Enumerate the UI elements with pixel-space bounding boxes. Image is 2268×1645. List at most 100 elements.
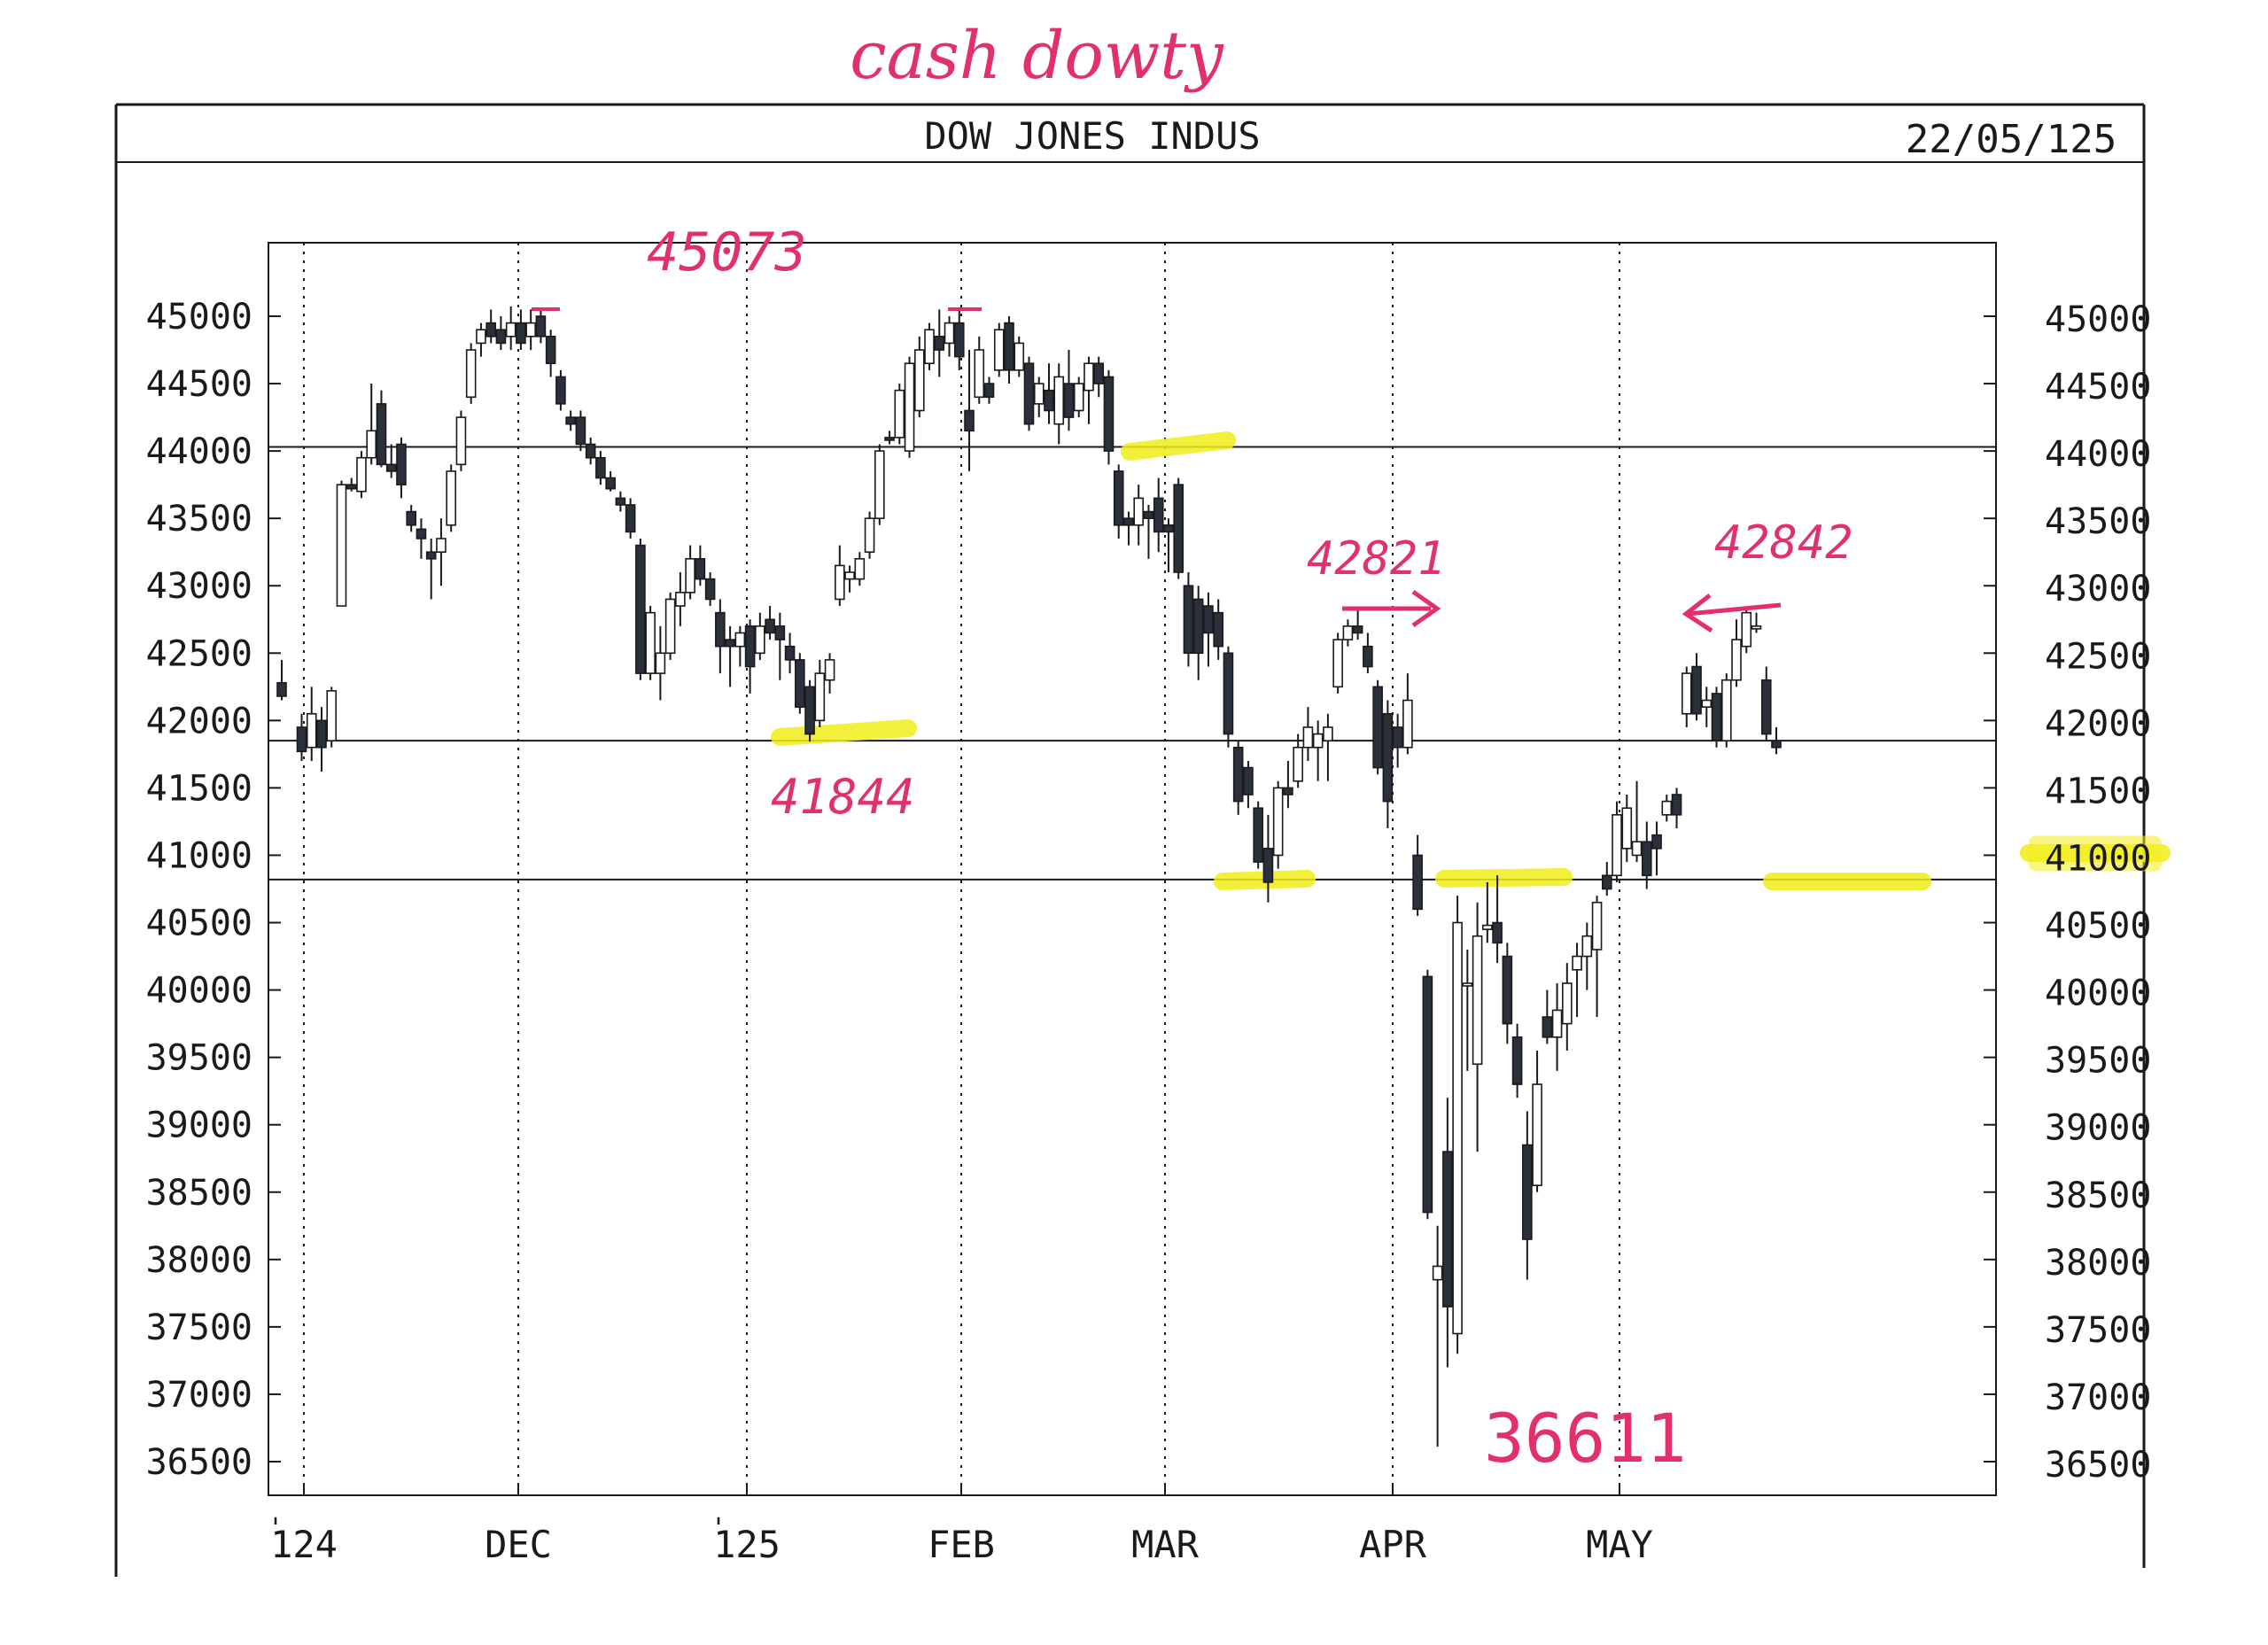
candle xyxy=(1153,477,1164,553)
candle-body xyxy=(425,551,437,560)
candle-body xyxy=(734,632,746,648)
candle xyxy=(1741,607,1752,654)
candle xyxy=(1063,350,1075,431)
candle xyxy=(565,410,576,431)
candle-body xyxy=(675,592,686,607)
candle xyxy=(1641,821,1652,889)
x-tick-label-125: 125 xyxy=(713,1523,781,1566)
candle-body xyxy=(1452,921,1463,1335)
candle-body xyxy=(1392,726,1403,749)
candle-body xyxy=(1482,924,1493,930)
candle-body xyxy=(1063,383,1075,418)
candle-body xyxy=(1143,510,1154,519)
candle-body xyxy=(664,598,676,655)
y-tick-label-right: 37000 xyxy=(2045,1377,2151,1418)
candle xyxy=(1392,713,1403,768)
candle-body xyxy=(695,558,706,580)
y-tick-label-left: 43500 xyxy=(146,499,252,539)
candle xyxy=(1243,760,1254,809)
candle-body xyxy=(804,686,815,735)
candle-body xyxy=(1133,497,1145,526)
candle-body xyxy=(1372,686,1383,769)
candle xyxy=(396,437,407,499)
candle-body xyxy=(1691,665,1702,715)
candle xyxy=(1073,376,1084,418)
candle-body xyxy=(1053,376,1065,425)
highlight-mark xyxy=(1435,868,1573,888)
x-tick-label-apr: APR xyxy=(1359,1523,1427,1566)
candle xyxy=(495,316,507,351)
candle-body xyxy=(1014,342,1025,371)
candle-body xyxy=(1442,1151,1453,1307)
candle xyxy=(276,659,287,701)
candle-body xyxy=(1243,766,1254,795)
candle-body xyxy=(476,329,486,345)
candle-body xyxy=(595,456,606,479)
candle xyxy=(1532,1051,1542,1192)
candle xyxy=(336,480,347,607)
y-axis-left: 45000 44500 44000 43500 43000 42500 42000 41500… xyxy=(146,297,281,1483)
candle xyxy=(814,659,826,727)
candle xyxy=(953,308,965,370)
candle-body xyxy=(1402,699,1413,749)
candle-body xyxy=(1163,524,1174,533)
candle-body xyxy=(316,719,327,749)
candle-body xyxy=(715,611,726,648)
candle-body xyxy=(406,510,417,526)
candle-body xyxy=(953,322,965,358)
candle-body xyxy=(495,329,507,345)
candle xyxy=(1352,609,1363,640)
candle-body xyxy=(1272,787,1284,857)
candle xyxy=(1492,875,1503,964)
candle-body xyxy=(704,578,716,601)
candle-body xyxy=(1631,841,1643,857)
candlestick-series xyxy=(276,306,1782,1447)
candle-body xyxy=(356,456,367,493)
candle-body xyxy=(575,416,586,446)
candle xyxy=(1084,356,1094,424)
candle-body xyxy=(1492,921,1503,944)
candle-body xyxy=(1382,712,1394,803)
candle xyxy=(595,451,606,485)
candle xyxy=(913,336,925,418)
candle-body xyxy=(346,484,357,490)
candle xyxy=(1422,969,1433,1220)
highlight-mark xyxy=(1121,431,1236,461)
candle-body xyxy=(1342,625,1354,640)
candle-body xyxy=(1731,639,1742,681)
candle-body xyxy=(944,322,955,345)
candle xyxy=(1591,896,1603,1018)
candle-body xyxy=(545,336,556,365)
annotation-low-jan: 41844 xyxy=(771,769,915,825)
candle-body xyxy=(516,322,526,345)
candle xyxy=(685,545,695,600)
candle-body xyxy=(1302,726,1314,749)
candle-body xyxy=(416,528,427,539)
candle xyxy=(326,687,338,748)
y-tick-label-right: 42500 xyxy=(2045,636,2151,677)
candle-body xyxy=(1432,1265,1443,1281)
candle xyxy=(346,477,357,492)
annotation-may-high: 42842 xyxy=(1714,516,1853,570)
candle xyxy=(1542,989,1553,1044)
candle-body xyxy=(1522,1144,1533,1240)
candle-body xyxy=(744,625,756,668)
candle xyxy=(774,612,786,680)
x-tick-prefix: ' xyxy=(268,1513,284,1544)
candle xyxy=(376,390,387,468)
y-tick-label-right: 41500 xyxy=(2045,771,2151,811)
candle-body xyxy=(1641,841,1652,877)
candle xyxy=(695,545,706,586)
candle-body xyxy=(1661,800,1673,816)
candle xyxy=(755,612,765,660)
candle xyxy=(1103,369,1115,465)
candle-body xyxy=(765,618,775,634)
candle xyxy=(1044,363,1054,424)
candle xyxy=(964,350,975,471)
candle xyxy=(1203,592,1214,667)
candle-body xyxy=(1771,740,1782,749)
y-tick-label-right: 43500 xyxy=(2045,501,2151,542)
candle-body xyxy=(1532,1083,1542,1186)
candle xyxy=(605,470,616,492)
